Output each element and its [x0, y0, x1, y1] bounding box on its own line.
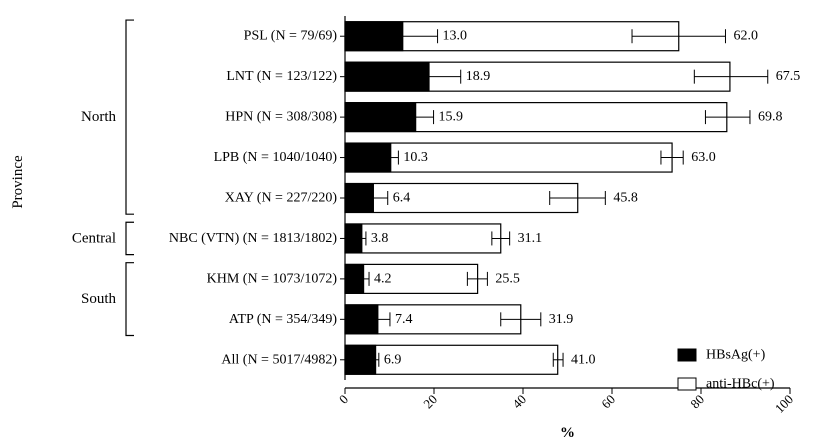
x-tick-label: 100 — [772, 392, 796, 416]
anti-hbc-value-label: 41.0 — [571, 352, 596, 367]
category-label: LPB (N = 1040/1040) — [214, 150, 338, 165]
x-axis-title: % — [560, 425, 575, 441]
anti-hbc-value-label: 69.8 — [758, 110, 783, 125]
x-tick-label: 0 — [336, 392, 351, 407]
hbsag-value-label: 15.9 — [439, 110, 464, 125]
x-tick-label: 20 — [420, 392, 440, 412]
group-label: Central — [72, 230, 116, 246]
anti-hbc-value-label: 62.0 — [733, 29, 758, 44]
category-label: XAY (N = 227/220) — [225, 191, 338, 206]
category-label: KHM (N = 1073/1072) — [207, 271, 338, 286]
legend-label-hbsag: HBsAg(+) — [706, 348, 766, 363]
anti-hbc-value-label: 25.5 — [495, 271, 520, 286]
category-label: All (N = 5017/4982) — [221, 352, 337, 367]
hbsag-bar — [344, 344, 377, 375]
anti-hbc-bar — [344, 344, 559, 375]
anti-hbc-value-label: 63.0 — [691, 150, 716, 165]
x-tick-label: 60 — [598, 392, 618, 412]
category-label: PSL (N = 79/69) — [244, 29, 338, 44]
group-bracket — [125, 262, 134, 337]
x-tick-label: 40 — [509, 392, 529, 412]
hbsag-value-label: 13.0 — [443, 29, 468, 44]
anti-hbc-bar — [344, 223, 502, 254]
y-axis-title: Province — [10, 155, 26, 209]
anti-hbc-value-label: 31.1 — [518, 231, 543, 246]
group-bracket — [125, 221, 134, 256]
legend-swatch-hbsag — [677, 348, 697, 362]
category-label: LNT (N = 123/122) — [226, 69, 337, 84]
hbsag-value-label: 6.9 — [384, 352, 402, 367]
group-label: South — [81, 291, 117, 307]
hbsag-value-label: 10.3 — [403, 150, 428, 165]
category-label: ATP (N = 354/349) — [229, 312, 337, 327]
anti-hbc-bar — [344, 142, 673, 173]
anti-hbc-value-label: 45.8 — [613, 191, 638, 206]
hbsag-value-label: 7.4 — [395, 312, 413, 327]
anti-hbc-value-label: 31.9 — [549, 312, 574, 327]
legend-swatch-anti-hbc — [677, 377, 697, 391]
hbsag-value-label: 4.2 — [374, 271, 392, 286]
group-label: North — [81, 109, 116, 125]
category-label: NBC (VTN) (N = 1813/1802) — [169, 231, 337, 246]
x-tick-label: 80 — [687, 392, 707, 412]
anti-hbc-value-label: 67.5 — [776, 69, 801, 84]
hbsag-value-label: 18.9 — [466, 69, 491, 84]
hbsag-value-label: 3.8 — [371, 231, 389, 246]
category-label: HPN (N = 308/308) — [225, 110, 337, 125]
legend-label-anti-hbc: anti-HBc(+) — [706, 377, 775, 392]
hbsag-value-label: 6.4 — [393, 191, 411, 206]
group-bracket — [125, 19, 134, 215]
